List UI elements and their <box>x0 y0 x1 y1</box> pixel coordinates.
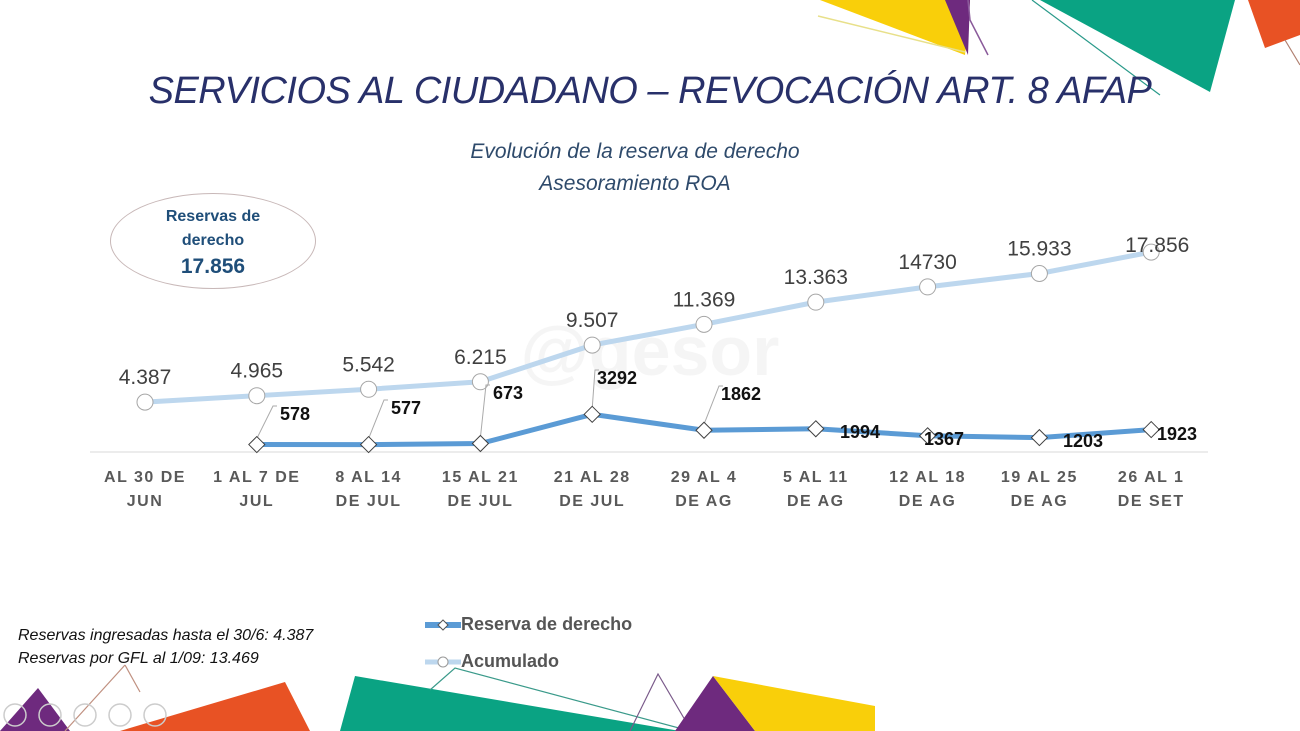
data-label-acumulado: 13.363 <box>784 266 848 289</box>
leader-line <box>703 385 723 425</box>
data-label-acumulado: 4.965 <box>231 360 284 383</box>
data-label-acumulado: 9.507 <box>566 309 619 332</box>
point-acumulado <box>919 278 937 296</box>
point-acumulado <box>248 387 266 405</box>
point-reserva <box>359 435 378 454</box>
point-acumulado <box>136 393 154 411</box>
x-tick-label: DE AG <box>899 493 957 510</box>
x-tick-label: DE JUL <box>336 493 402 510</box>
deco-yellow-top <box>820 0 970 55</box>
data-label-acumulado: 4.387 <box>119 366 172 389</box>
deco-green-bottom <box>340 676 680 731</box>
x-tick-label: 5 AL 11 <box>783 469 849 486</box>
deco-yellow-bottom <box>713 676 875 731</box>
deco-purple-bottom2 <box>675 676 755 731</box>
note-2: Reservas por GFL al 1/09: 13.469 <box>18 650 259 667</box>
x-tick-label: DE AG <box>675 493 733 510</box>
legend-item-acumulado: Acumulado <box>425 643 632 680</box>
slide-title: SERVICIOS AL CIUDADANO – REVOCACIÓN ART.… <box>148 70 1152 112</box>
x-tick-label: DE AG <box>787 493 845 510</box>
x-tick-label: DE JUL <box>559 493 625 510</box>
leader-line <box>256 405 277 439</box>
reserves-badge: Reservas de derecho 17.856 <box>110 193 316 289</box>
notes: Reservas ingresadas hasta el 30/6: 4.387… <box>18 624 313 670</box>
deco-orange-top <box>1248 0 1300 48</box>
x-tick-label: AL 30 DE <box>104 469 186 486</box>
point-acumulado <box>360 380 378 398</box>
legend-label-acumulado: Acumulado <box>461 651 560 671</box>
presenter-controls <box>3 703 167 727</box>
leader-line <box>591 369 599 409</box>
legend-label-reserva: Reserva de derecho <box>461 614 633 634</box>
point-reserva <box>583 405 601 424</box>
legend-circle-line-icon <box>425 656 461 667</box>
deco-green-top <box>1040 0 1235 92</box>
watermark: @gesor <box>521 312 780 390</box>
data-label-acumulado: 15.933 <box>1007 238 1071 261</box>
data-label-acumulado: 11.369 <box>673 288 736 311</box>
point-acumulado <box>471 373 489 391</box>
data-label-reserva: 577 <box>391 398 421 418</box>
point-acumulado <box>1142 243 1160 261</box>
legend-item-reserva: Reserva de derecho <box>425 606 632 643</box>
point-acumulado <box>583 336 601 354</box>
chart-subtitle: Asesoramiento ROA <box>539 172 731 195</box>
point-reserva <box>1030 428 1049 447</box>
x-tick-label: 19 AL 25 <box>1001 469 1078 486</box>
point-acumulado <box>1030 265 1048 283</box>
point-reserva <box>918 427 937 445</box>
data-label-reserva: 1203 <box>1063 431 1103 451</box>
point-reserva <box>807 420 825 438</box>
point-acumulado <box>695 315 713 333</box>
chart-title: Evolución de la reserva de derecho <box>470 140 800 163</box>
data-label-reserva: 3292 <box>597 368 637 388</box>
point-reserva <box>695 421 713 439</box>
x-tick-label: 26 AL 1 <box>1118 469 1185 486</box>
leader-line <box>479 384 490 438</box>
legend: Reserva de derecho Acumulado <box>425 606 632 680</box>
x-tick-label: 1 AL 7 DE <box>213 469 300 486</box>
leader-line <box>368 399 388 439</box>
data-label-reserva: 1862 <box>721 384 761 404</box>
x-tick-label: JUN <box>127 493 164 510</box>
x-tick-label: 12 AL 18 <box>889 469 966 486</box>
legend-diamond-line-icon <box>425 618 461 631</box>
x-tick-label: 29 AL 4 <box>671 469 738 486</box>
data-label-reserva: 1367 <box>924 429 964 449</box>
note-1: Reservas ingresadas hasta el 30/6: 4.387 <box>18 627 314 644</box>
data-label-acumulado: 17.856 <box>1125 234 1189 257</box>
point-reserva <box>1142 420 1160 439</box>
data-label-acumulado: 14730 <box>898 251 956 274</box>
badge-label-2: derecho <box>181 232 245 249</box>
x-tick-label: 15 AL 21 <box>442 469 519 486</box>
x-tick-label: DE AG <box>1011 493 1069 510</box>
data-label-acumulado: 5.542 <box>342 353 395 376</box>
badge-label-1: Reservas de <box>165 208 261 225</box>
data-label-reserva: 673 <box>493 383 523 403</box>
x-tick-label: JUL <box>239 493 274 510</box>
point-acumulado <box>807 293 825 311</box>
data-label-reserva: 1923 <box>1157 424 1197 444</box>
point-reserva <box>471 434 490 453</box>
data-label-reserva: 1994 <box>840 422 880 442</box>
series-line-acumulado <box>144 249 1152 405</box>
x-tick-label: DE SET <box>1118 493 1185 510</box>
point-reserva <box>248 435 266 454</box>
badge-value: 17.856 <box>180 255 246 278</box>
deco-orange-bottom <box>120 682 310 731</box>
deco-purple-top <box>945 0 970 55</box>
deco-purple-bottom <box>0 688 70 731</box>
x-tick-label: 21 AL 28 <box>554 469 631 486</box>
data-label-acumulado: 6.215 <box>454 346 507 369</box>
x-tick-label: 8 AL 14 <box>335 469 402 486</box>
data-label-reserva: 578 <box>280 404 310 424</box>
x-tick-label: DE JUL <box>447 493 513 510</box>
